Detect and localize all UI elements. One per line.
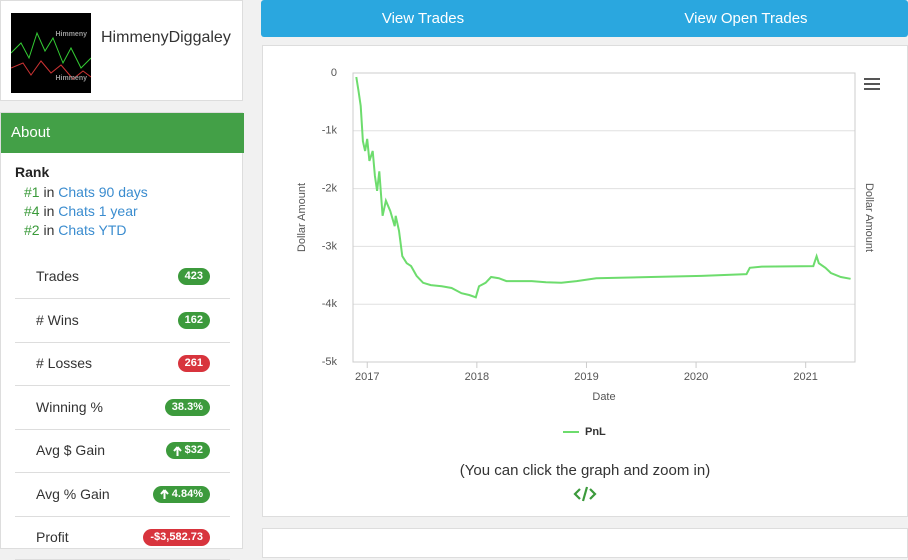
stat-badge: $32 (165, 442, 210, 459)
stat-badge: -$3,582.73 (143, 529, 210, 546)
stat-label: Profit (36, 529, 69, 545)
rank-line: #4 in Chats 1 year (24, 203, 138, 219)
stat-label: Trades (36, 268, 80, 284)
stat-row: Winning % 38.3% (15, 387, 230, 430)
stat-label: Winning % (36, 398, 103, 415)
stat-value: 423 (184, 270, 203, 282)
arrow-icon (160, 489, 169, 499)
y-tick-label: -4k (322, 298, 338, 310)
rank-label: Rank (15, 164, 50, 180)
rank-line: #1 in Chats 90 days (24, 184, 148, 200)
about-panel: About Rank #1 in Chats 90 days #4 in Chat… (0, 112, 244, 560)
stat-row: Profit -$3,582.73 (15, 517, 230, 560)
y-tick-label: -3k (322, 240, 338, 252)
profile-card: Himmeny Himmeny HimmenyDiggaley (0, 0, 243, 101)
rank-line: #2 in Chats YTD (24, 222, 126, 238)
stat-row: Avg $ Gain $32 (15, 430, 230, 473)
chart-card: -5k -4k -3k -2k -1k 0 2017 2018 2019 2020 2021 Date… (262, 45, 908, 517)
stat-value: 261 (184, 357, 203, 369)
stat-row: # Wins 162 (15, 300, 230, 343)
stat-value: 38.3% (171, 400, 203, 413)
stat-row: # Losses 261 (15, 343, 230, 386)
tab[interactable]: View Trades (381, 10, 465, 27)
plot-border (352, 72, 856, 363)
rank-connector: in (43, 184, 55, 200)
rank-link[interactable]: Chats 1 year (58, 203, 138, 219)
y-tick-label: 0 (331, 67, 337, 79)
tab-bar: View Trades View Open Trades (261, 0, 908, 37)
username: HimmenyDiggaley (101, 29, 231, 46)
y-tick-label: -2k (322, 183, 338, 195)
rank-position: #4 (24, 203, 40, 219)
tab[interactable]: View Open Trades (684, 10, 808, 27)
stat-label: # Wins (36, 311, 79, 328)
arrow-icon (172, 445, 182, 456)
y-axis-title: Dollar Amount (296, 183, 308, 252)
legend-label[interactable]: PnL (585, 426, 606, 438)
chart-note: (You can click the graph and zoom in) (459, 462, 711, 479)
stat-badge: 162 (177, 311, 210, 329)
stat-badge: 261 (177, 355, 210, 372)
menu-icon[interactable] (864, 78, 880, 90)
chart[interactable]: -5k -4k -3k -2k -1k 0 2017 2018 2019 2020 2021 Date… (262, 45, 908, 517)
avatar[interactable]: Himmeny Himmeny (11, 13, 91, 93)
rank-link[interactable]: Chats YTD (58, 222, 127, 238)
stat-row: Avg % Gain 4.84% (15, 474, 230, 517)
rank-link[interactable]: Chats 90 days (58, 184, 148, 200)
x-tick-label: 2018 (465, 371, 489, 383)
stat-label: Avg $ Gain (36, 442, 106, 458)
x-tick-label: 2020 (684, 371, 708, 383)
x-tick-label: 2017 (355, 371, 379, 383)
stat-value: -$3,582.73 (150, 531, 203, 543)
card (262, 528, 908, 558)
avatar-text: Himmeny (55, 75, 87, 82)
stat-value: $32 (184, 444, 203, 456)
avatar-graphic (11, 31, 91, 80)
stat-badge: 4.84% (152, 485, 210, 503)
arrow (160, 489, 169, 499)
stat-value: 4.84% (171, 487, 203, 500)
stat-badge: 38.3% (164, 398, 210, 416)
stat-label: Avg % Gain (36, 485, 110, 502)
stat-value: 162 (184, 313, 203, 326)
y2-axis-title: Dollar Amount (863, 183, 875, 252)
code-icon[interactable] (573, 486, 597, 502)
about-header: About (1, 113, 244, 153)
x-axis-title: Date (592, 391, 615, 403)
rank-position: #1 (24, 184, 40, 200)
arrow (172, 445, 182, 456)
line (355, 76, 851, 299)
y-tick-label: -5k (322, 356, 338, 368)
y-tick-label: -1k (322, 125, 338, 137)
rank-connector: in (43, 222, 55, 238)
stat-badge: 423 (177, 268, 210, 285)
avatar-text: Himmeny (55, 31, 87, 38)
x-tick-label: 2021 (793, 371, 817, 383)
rank-position: #2 (24, 222, 40, 238)
stat-row: Trades 423 (15, 256, 230, 299)
rank-connector: in (43, 203, 55, 219)
stat-label: # Losses (36, 355, 93, 371)
x-tick-label: 2019 (574, 371, 598, 383)
